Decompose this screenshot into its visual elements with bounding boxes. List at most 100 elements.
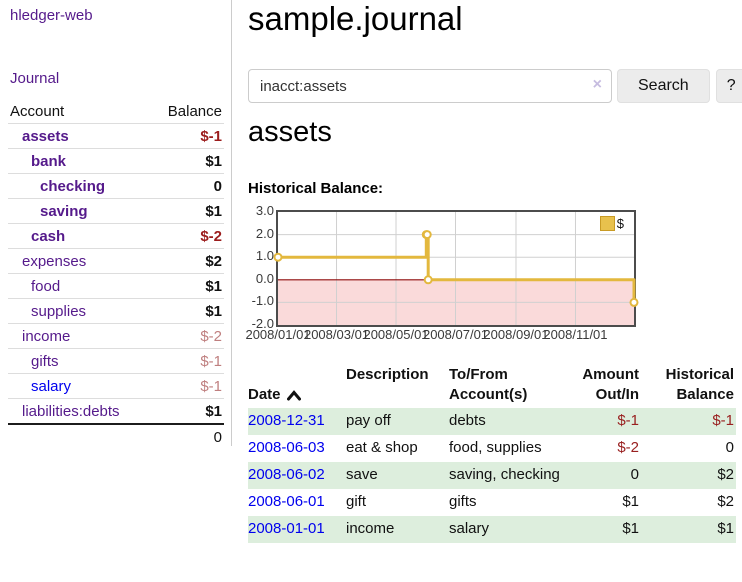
register-balance-cell: $1: [717, 520, 734, 537]
register-header-amount: Amount Out/In: [582, 366, 639, 403]
account-link[interactable]: bank: [31, 152, 67, 170]
register-description-cell: eat & shop: [346, 439, 418, 456]
account-cell: salary: [8, 374, 151, 399]
account-row: expenses $2: [8, 248, 224, 274]
account-link[interactable]: gifts: [31, 352, 59, 370]
account-link[interactable]: income: [22, 327, 71, 345]
register-accounts-cell: debts: [449, 412, 486, 429]
account-link[interactable]: saving: [40, 202, 88, 220]
account-balance: $1: [205, 202, 222, 220]
account-link[interactable]: assets: [22, 127, 69, 145]
help-button[interactable]: ?: [715, 69, 742, 103]
chart-title: Historical Balance:: [248, 180, 384, 197]
register-date-cell: 2008-01-01: [248, 516, 346, 543]
accounts-total-row: 0: [8, 424, 224, 449]
account-balance: $1: [205, 402, 222, 420]
balance-chart: 3.0 2.0 1.0 0.0 -1.0 -2.0 $ 2008/01/01 2008/03…: [245, 203, 678, 349]
transaction-date-link[interactable]: 2008-06-03: [248, 439, 325, 456]
accounts-total-value: 0: [213, 428, 222, 446]
register-row: 2008-12-31 pay off debts $-1 $-1: [248, 408, 736, 435]
account-link[interactable]: supplies: [31, 302, 87, 320]
accounts-header-row: Account Balance: [8, 100, 224, 124]
register-row: 2008-06-03 eat & shop food, supplies $-2 0: [248, 435, 736, 462]
account-heading: assets: [248, 116, 332, 148]
search-box: ×: [248, 69, 612, 103]
account-cell: bank: [8, 149, 151, 174]
account-link[interactable]: checking: [40, 177, 106, 195]
transaction-date-link[interactable]: 2008-01-01: [248, 520, 325, 537]
sidebar-item-journal[interactable]: Journal: [10, 70, 60, 87]
register-accounts-cell: gifts: [449, 493, 477, 510]
register-accounts-cell: saving, checking: [449, 466, 560, 483]
account-row: checking 0: [8, 173, 224, 199]
account-row: saving $1: [8, 198, 224, 224]
chart-data-marker: [422, 230, 432, 240]
accounts-header-account: Account: [10, 103, 65, 120]
register-date-cell: 2008-06-02: [248, 462, 346, 489]
register-accounts-cell: food, supplies: [449, 439, 542, 456]
account-row: liabilities:debts $1: [8, 398, 224, 425]
chart-x-tick-label: 2008/01/01: [245, 327, 311, 342]
account-row: bank $1: [8, 148, 224, 174]
register-balance-cell: 0: [725, 439, 734, 456]
account-link[interactable]: liabilities:debts: [22, 402, 120, 420]
account-cell: food: [8, 274, 151, 299]
register-amount-cell: $-2: [617, 439, 639, 456]
account-row: supplies $1: [8, 298, 224, 324]
chart-data-marker: [273, 252, 283, 262]
register-header-row: Date Description To/From Account(s) Amou…: [248, 360, 736, 408]
search-form: × Search ?: [248, 69, 742, 103]
chart-y-tick-label: -1.0: [251, 293, 274, 309]
clear-search-icon[interactable]: ×: [592, 76, 602, 93]
account-balance: $-2: [200, 227, 222, 245]
register-amount-cell: 0: [630, 466, 639, 483]
account-balance: $-1: [200, 352, 222, 370]
register-row: 2008-06-01 gift gifts $1 $2: [248, 489, 736, 516]
chart-svg: [273, 212, 639, 325]
chart-x-tick-label: 2008/11/01: [543, 327, 608, 342]
register-header-description: Description: [346, 366, 429, 383]
account-cell: saving: [8, 199, 151, 224]
page-title: sample.journal: [248, 0, 463, 37]
register-amount-cell: $-1: [617, 412, 639, 429]
sidebar-divider: [231, 0, 232, 446]
register-balance-cell: $2: [717, 466, 734, 483]
account-row: gifts $-1: [8, 348, 224, 374]
legend-swatch-icon: [599, 216, 615, 231]
chart-y-tick-label: 0.0: [255, 270, 274, 286]
register-date-cell: 2008-06-03: [248, 435, 346, 462]
account-balance: $-1: [200, 127, 222, 145]
account-cell: checking: [8, 174, 151, 199]
account-row: food $1: [8, 273, 224, 299]
chart-y-tick-label: 2.0: [255, 225, 274, 241]
register-row: 2008-06-02 save saving, checking 0 $2: [248, 462, 736, 489]
sort-asc-icon: [286, 389, 301, 400]
account-balance: $1: [205, 152, 222, 170]
transaction-date-link[interactable]: 2008-06-01: [248, 493, 325, 510]
account-cell: liabilities:debts: [8, 399, 151, 425]
search-input[interactable]: [248, 69, 612, 103]
chart-legend: $: [597, 215, 626, 232]
account-link[interactable]: food: [31, 277, 61, 295]
register-balance-cell: $2: [717, 493, 734, 510]
search-button[interactable]: Search: [617, 69, 710, 103]
accounts-table-body: assets $-1 bank $1 checking 0 saving $1 cash $-2 e…: [8, 123, 224, 425]
account-cell: gifts: [8, 349, 151, 374]
register-table: Date Description To/From Account(s) Amou…: [248, 360, 736, 543]
account-cell: expenses: [8, 249, 151, 274]
app-title-link[interactable]: hledger-web: [10, 7, 93, 24]
account-link[interactable]: expenses: [22, 252, 87, 270]
transaction-date-link[interactable]: 2008-06-02: [248, 466, 325, 483]
account-row: salary $-1: [8, 373, 224, 399]
transaction-date-link[interactable]: 2008-12-31: [248, 412, 325, 429]
register-balance-cell: $-1: [712, 412, 734, 429]
account-link[interactable]: salary: [31, 377, 72, 395]
accounts-header-balance: Balance: [167, 103, 222, 120]
chart-data-marker: [629, 297, 639, 307]
chart-plot-area: $: [273, 210, 639, 327]
chart-x-tick-label: 2008/09/01: [483, 327, 549, 342]
account-balance: $2: [205, 252, 222, 270]
register-header-date[interactable]: Date: [248, 360, 346, 408]
register-amount-cell: $1: [622, 493, 639, 510]
account-link[interactable]: cash: [31, 227, 66, 245]
